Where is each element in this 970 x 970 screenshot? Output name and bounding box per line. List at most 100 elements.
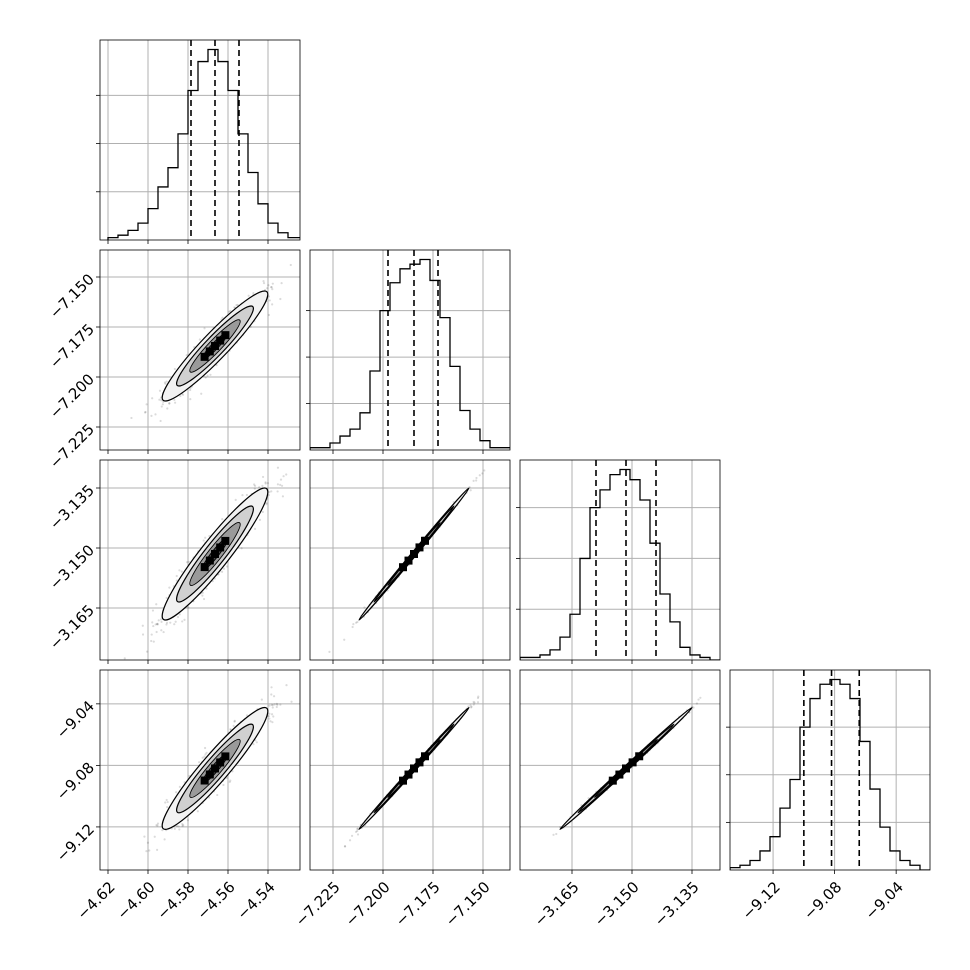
sample-point	[141, 624, 144, 627]
panel-frame	[99, 669, 301, 871]
sample-point	[279, 703, 282, 706]
sample-point	[268, 712, 271, 715]
sample-point	[181, 824, 184, 828]
sample-point	[255, 741, 258, 744]
sample-point	[356, 829, 359, 833]
sample-point	[266, 287, 269, 290]
sample-point	[143, 411, 147, 414]
sample-point	[235, 303, 238, 307]
density-peak-marker	[200, 563, 209, 572]
scatter-panel-3-0	[96, 669, 301, 874]
x-tick-label: −4.54	[234, 878, 279, 923]
density-peak-marker	[200, 776, 209, 785]
sample-point	[276, 490, 279, 493]
sample-point	[189, 388, 192, 392]
density-peak-marker	[410, 764, 418, 773]
sample-point	[266, 482, 270, 485]
sample-point	[166, 800, 169, 804]
density-peak-marker	[205, 347, 214, 356]
sample-point	[478, 474, 481, 477]
sample-point	[285, 684, 288, 687]
y-tick-label: −7.225	[46, 420, 98, 472]
sample-point	[203, 327, 206, 330]
sample-point	[270, 490, 273, 493]
sample-point	[469, 489, 472, 492]
sample-point	[289, 263, 292, 267]
sample-point	[145, 650, 149, 653]
sample-point	[692, 706, 695, 709]
density-peak-marker	[410, 550, 418, 558]
sample-point	[159, 419, 162, 423]
sample-point	[356, 833, 360, 836]
sample-point	[271, 288, 274, 291]
density-peak-marker	[399, 776, 408, 785]
sample-point	[152, 624, 155, 628]
sample-point	[276, 466, 280, 469]
sample-point	[150, 639, 153, 643]
density-peak-marker	[608, 776, 617, 785]
sample-point	[228, 310, 231, 313]
sample-point	[155, 603, 158, 606]
sample-point	[130, 416, 133, 420]
sample-point	[328, 650, 331, 653]
y-tick-label: −9.12	[53, 820, 98, 865]
sample-point	[477, 695, 480, 698]
sample-point	[247, 294, 250, 297]
sample-point	[276, 703, 279, 706]
panel-frame	[99, 249, 301, 451]
histogram-step-line	[730, 678, 930, 870]
sample-point	[164, 382, 167, 385]
density-peak-marker	[216, 336, 225, 345]
sample-point	[209, 373, 212, 376]
histogram-panel-0	[96, 39, 301, 244]
sample-point	[285, 473, 288, 476]
sample-point	[168, 402, 171, 405]
sample-point	[253, 484, 257, 487]
y-tick-label: −7.175	[46, 320, 98, 372]
sample-point	[280, 484, 284, 487]
sample-point	[268, 491, 271, 494]
sample-point	[470, 706, 473, 709]
sample-point	[169, 621, 172, 624]
sample-point	[177, 825, 180, 828]
sample-point	[245, 493, 248, 497]
sample-point	[187, 560, 190, 563]
sample-point	[356, 827, 359, 830]
sample-point	[229, 309, 232, 313]
sample-point	[290, 700, 293, 703]
density-peak-marker	[399, 563, 408, 572]
sample-point	[134, 662, 136, 664]
sample-point	[697, 698, 700, 701]
sample-point	[160, 399, 163, 402]
sample-point	[262, 282, 266, 285]
density-peak-marker	[404, 556, 413, 565]
sample-point	[240, 547, 243, 550]
sample-point	[175, 791, 178, 794]
sample-point	[695, 702, 699, 705]
density-peak-marker	[635, 752, 644, 761]
x-tick-label: −4.60	[114, 878, 159, 923]
sample-point	[162, 630, 165, 634]
sample-point	[203, 746, 207, 750]
sample-point	[475, 476, 478, 480]
sample-point	[160, 629, 163, 632]
sample-point	[141, 633, 145, 636]
density-peak-marker	[415, 543, 424, 552]
density-peak-marker	[221, 331, 230, 340]
sample-point	[174, 620, 177, 623]
sample-point	[271, 303, 274, 306]
sample-point	[163, 381, 167, 384]
sample-point	[234, 498, 237, 501]
sample-point	[204, 376, 207, 379]
sample-point	[261, 475, 265, 479]
sample-point	[175, 574, 178, 578]
x-tick-label: −7.175	[392, 878, 444, 930]
sample-point	[268, 299, 271, 302]
sample-point	[145, 850, 148, 853]
sample-point	[265, 501, 268, 505]
sample-point	[173, 623, 176, 626]
sample-point	[253, 487, 256, 490]
sample-point	[271, 704, 274, 707]
sample-point	[352, 623, 355, 626]
sample-point	[203, 755, 206, 758]
